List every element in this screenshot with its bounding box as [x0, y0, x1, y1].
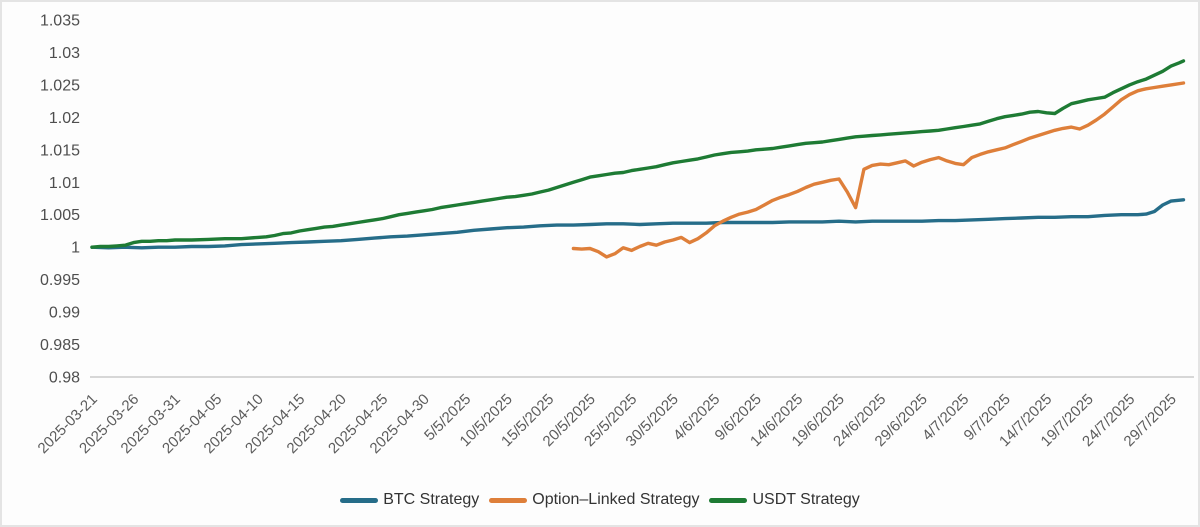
y-tick-label: 0.98	[49, 370, 80, 387]
legend-item-usdt-strategy[interactable]: USDT Strategy	[709, 491, 860, 509]
series-line-option-linked-strategy	[571, 81, 1186, 259]
legend: BTC Strategy Option–Linked Strategy USDT…	[2, 488, 1198, 512]
chart-plot-area[interactable]: 1.035 1.03 1.025 1.02 1.015 1.01 1.005 1 0.995 0.…	[2, 2, 1200, 488]
legend-label-btc: BTC Strategy	[383, 491, 480, 508]
series-line-btc-strategy	[90, 198, 1186, 250]
option-linked-line-swatch-icon	[489, 497, 528, 503]
usdt-line-swatch-icon	[709, 497, 748, 503]
legend-item-option-linked-strategy[interactable]: Option–Linked Strategy	[489, 491, 699, 509]
legend-label-option-linked: Option–Linked Strategy	[532, 491, 700, 508]
legend-item-btc-strategy[interactable]: BTC Strategy	[340, 491, 479, 509]
series-line-usdt-strategy	[90, 59, 1186, 249]
btc-line-swatch-icon	[340, 497, 379, 503]
y-tick-label: 0.99	[49, 305, 80, 322]
y-tick-label: 0.995	[40, 272, 80, 289]
y-tick-label: 1.03	[49, 45, 80, 62]
y-tick-label: 1	[71, 240, 80, 257]
y-tick-label: 1.015	[40, 142, 80, 159]
y-tick-label: 1.035	[40, 13, 80, 30]
y-tick-label: 0.985	[40, 337, 80, 354]
y-tick-label: 1.025	[40, 77, 80, 94]
legend-label-usdt: USDT Strategy	[752, 491, 860, 508]
y-tick-label: 1.01	[49, 175, 80, 192]
y-tick-label: 1.02	[49, 110, 80, 127]
y-tick-label: 1.005	[40, 207, 80, 224]
